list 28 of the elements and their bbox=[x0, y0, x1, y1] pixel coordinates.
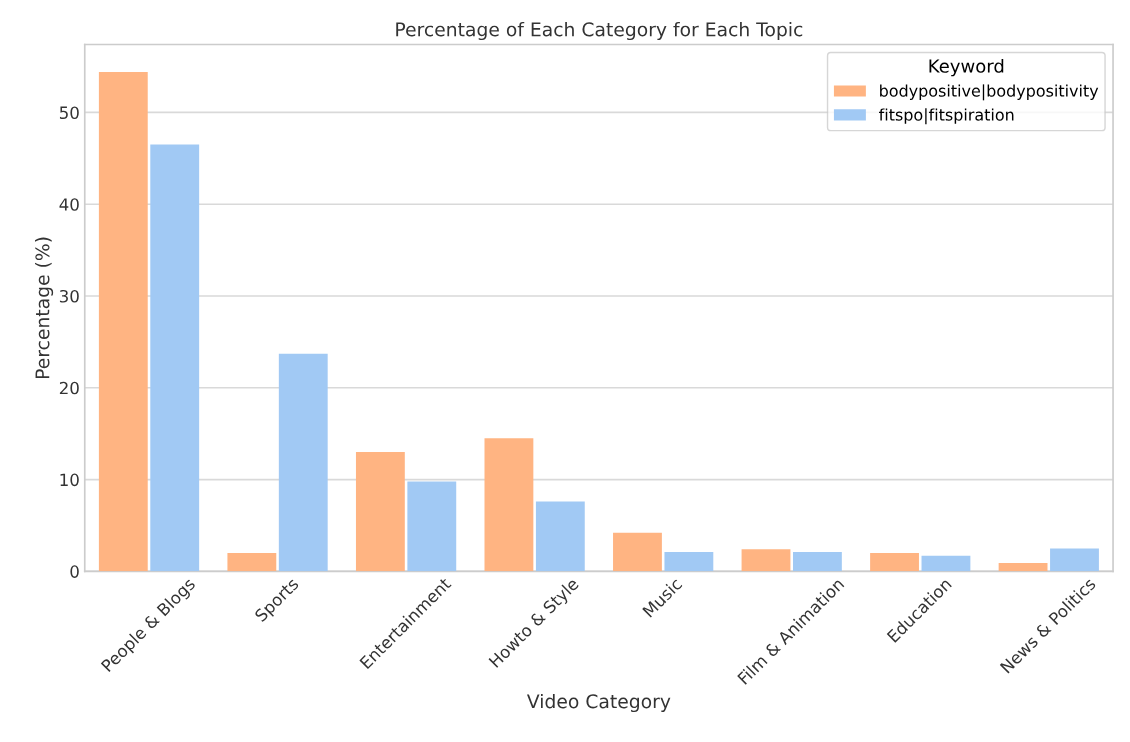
chart-title: Percentage of Each Category for Each Topic bbox=[396, 21, 803, 41]
bar bbox=[407, 481, 457, 572]
bar bbox=[664, 552, 714, 572]
bar bbox=[98, 72, 148, 572]
bar bbox=[535, 501, 585, 572]
y-tick-label: 50 bbox=[59, 106, 79, 120]
y-tick-label: 20 bbox=[59, 381, 79, 395]
bar bbox=[870, 552, 919, 572]
x-axis-title: Video Category bbox=[526, 693, 671, 713]
legend-label: fitspo|fitspiration bbox=[879, 108, 1014, 125]
y-tick-label: 10 bbox=[60, 473, 79, 487]
bar bbox=[227, 552, 277, 572]
bar bbox=[741, 549, 791, 572]
y-axis-title: Percentage (%) bbox=[35, 237, 54, 379]
bar bbox=[792, 552, 842, 572]
bar bbox=[150, 144, 200, 572]
y-tick-label: 30 bbox=[59, 289, 79, 303]
y-tick-label: 0 bbox=[70, 565, 79, 578]
bar bbox=[355, 452, 405, 572]
bar bbox=[484, 438, 534, 572]
bar bbox=[613, 532, 662, 572]
legend-label: bodypositive|bodypositivity bbox=[880, 84, 1099, 101]
legend-title: Keyword bbox=[929, 58, 1004, 77]
bar bbox=[998, 563, 1048, 572]
bar bbox=[921, 555, 971, 572]
bar bbox=[278, 353, 328, 572]
y-tick-label: 40 bbox=[59, 198, 79, 211]
bar bbox=[1050, 548, 1099, 572]
